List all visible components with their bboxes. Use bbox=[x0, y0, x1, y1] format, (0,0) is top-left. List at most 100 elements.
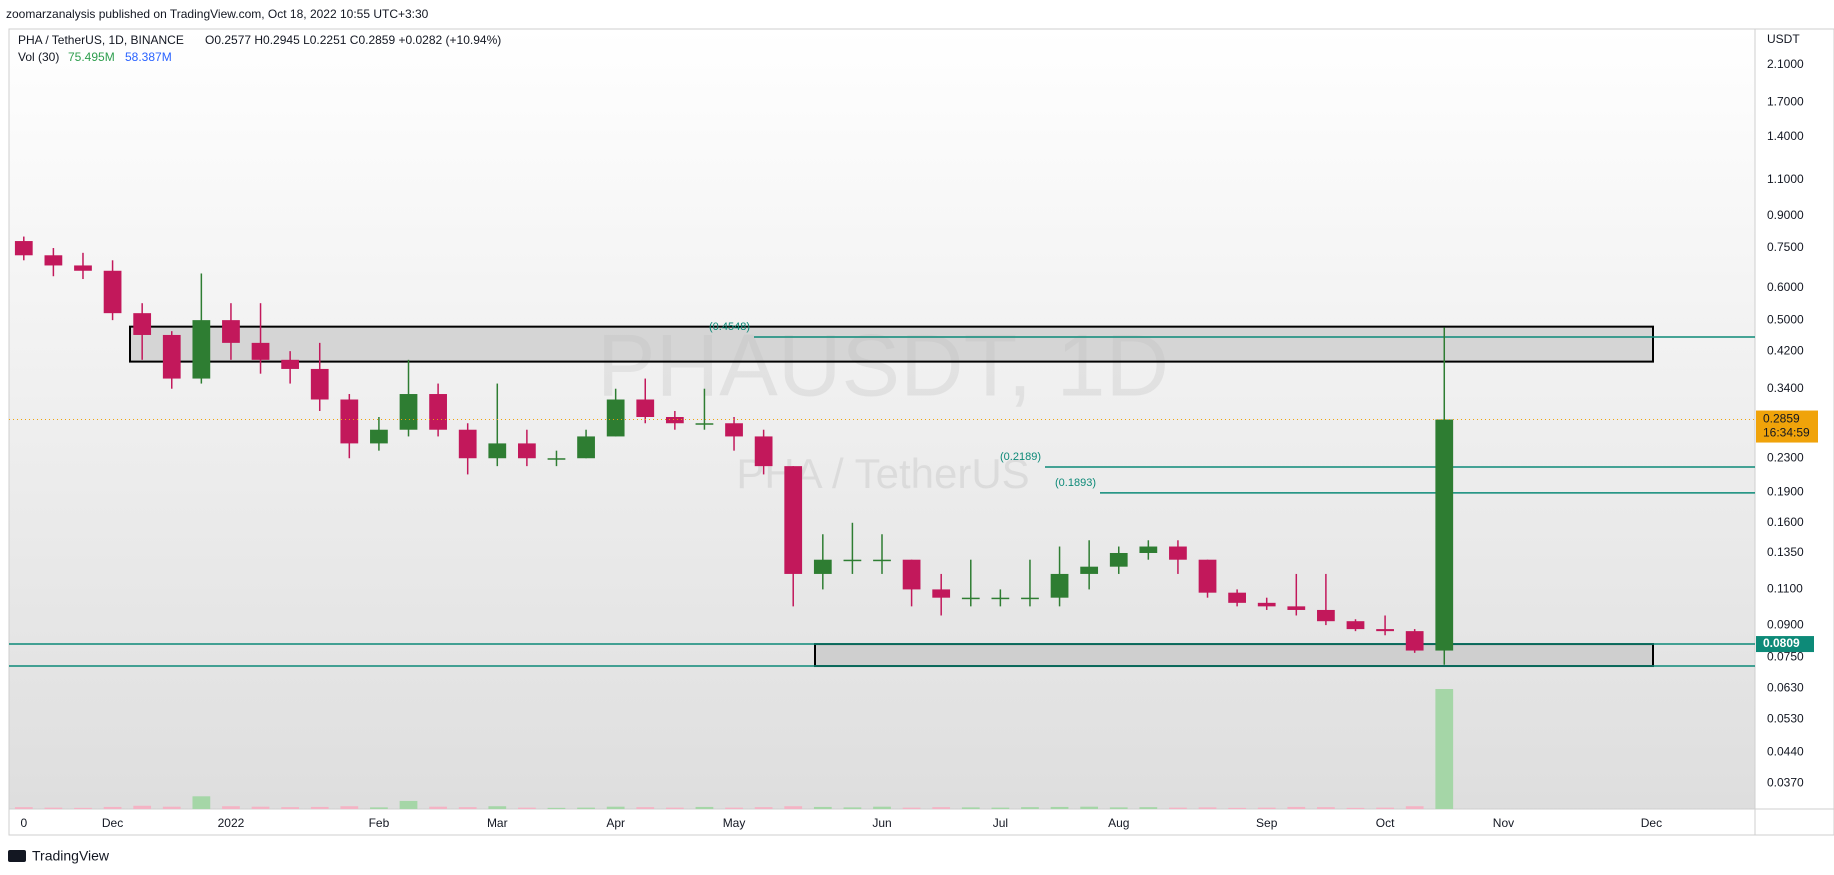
candle-body bbox=[606, 399, 625, 437]
y-tick-label: 0.5000 bbox=[1767, 312, 1804, 326]
candle-body bbox=[932, 589, 951, 598]
level-label: (0.1893) bbox=[1055, 477, 1096, 489]
candle-body bbox=[1287, 606, 1306, 610]
volume-bar bbox=[310, 806, 329, 809]
volume-bar bbox=[725, 807, 743, 809]
volume-bar bbox=[991, 807, 1010, 809]
candle-body bbox=[162, 334, 181, 379]
volume-bar bbox=[518, 807, 536, 809]
candle-body bbox=[665, 417, 684, 424]
x-tick-label: 0 bbox=[20, 816, 27, 830]
volume-bar bbox=[399, 800, 418, 809]
volume-bar bbox=[251, 806, 270, 809]
level-axis-tag bbox=[1756, 636, 1814, 653]
candle-body bbox=[133, 313, 152, 335]
candle-body bbox=[813, 559, 832, 574]
y-tick-label: 2.1000 bbox=[1767, 57, 1804, 71]
volume-bar bbox=[1376, 807, 1394, 809]
candle-body bbox=[488, 443, 507, 459]
y-tick-label: 0.0530 bbox=[1767, 711, 1804, 725]
candle-body bbox=[754, 436, 773, 467]
volume-bar bbox=[14, 807, 33, 809]
volume-bar bbox=[1346, 807, 1365, 809]
volume-legend-average: 58.387M bbox=[125, 50, 172, 64]
volume-bar bbox=[1050, 806, 1069, 809]
y-tick-label: 0.3400 bbox=[1767, 381, 1804, 395]
candle-body bbox=[961, 597, 980, 600]
volume-bar bbox=[1435, 689, 1454, 809]
x-tick-label: Dec bbox=[1641, 816, 1662, 830]
y-tick-label: 0.4200 bbox=[1767, 343, 1804, 357]
candle-body bbox=[310, 368, 329, 400]
countdown: 16:34:59 bbox=[1763, 426, 1810, 440]
volume-bar bbox=[547, 807, 566, 809]
candle-body bbox=[1257, 602, 1276, 607]
zone bbox=[129, 325, 1654, 363]
volume-bar bbox=[784, 806, 803, 809]
x-tick-label: Jun bbox=[872, 816, 891, 830]
candle-body bbox=[1021, 597, 1039, 600]
candle-body bbox=[281, 359, 300, 369]
candle-body bbox=[577, 436, 595, 459]
plot-background bbox=[9, 29, 1755, 809]
plot-layer: (0.4548) (0.2189) (0.1893) bbox=[9, 236, 1755, 809]
watermark-name: PHA / TetherUS bbox=[736, 450, 1029, 497]
volume-bar bbox=[281, 807, 300, 809]
volume-bar bbox=[162, 806, 181, 809]
volume-bar bbox=[636, 807, 655, 809]
volume-bar bbox=[606, 806, 625, 809]
volume-bar bbox=[192, 796, 211, 809]
volume-bar bbox=[44, 807, 63, 809]
candle-body bbox=[429, 394, 447, 430]
brand: TradingView bbox=[32, 848, 110, 864]
candle-body bbox=[74, 265, 92, 271]
volume-bar bbox=[813, 806, 832, 809]
y-tick-label: 1.7000 bbox=[1767, 95, 1804, 109]
candle-body bbox=[636, 399, 655, 418]
volume-legend-name: Vol (30) bbox=[18, 50, 59, 64]
legend-ohlc: O0.2577 H0.2945 L0.2251 C0.2859 +0.0282 … bbox=[205, 33, 501, 47]
level-axis-label: 0.0809 bbox=[1763, 636, 1800, 650]
level-label: (0.2189) bbox=[1000, 451, 1041, 463]
x-tick-label: Apr bbox=[606, 816, 625, 830]
candle-body bbox=[192, 320, 211, 379]
x-tick-label: Aug bbox=[1108, 816, 1129, 830]
candle-body bbox=[784, 466, 803, 574]
volume-bar bbox=[695, 806, 714, 809]
x-tick-label: Dec bbox=[102, 816, 123, 830]
y-tick-label: 0.0440 bbox=[1767, 745, 1804, 759]
x-tick-label: Nov bbox=[1493, 816, 1514, 830]
volume-bar bbox=[1021, 807, 1039, 809]
volume-bar bbox=[1139, 807, 1158, 809]
volume-bar bbox=[1080, 806, 1099, 809]
volume-bar bbox=[133, 805, 152, 809]
volume-bar bbox=[1169, 807, 1187, 809]
candle-body bbox=[873, 559, 891, 562]
candle-body bbox=[1198, 559, 1217, 593]
volume-bar bbox=[1257, 807, 1276, 809]
volume-bar bbox=[902, 807, 921, 809]
y-tick-label: 0.1350 bbox=[1767, 545, 1804, 559]
candle-body bbox=[843, 559, 862, 562]
volume-bar bbox=[754, 807, 773, 809]
legend-symbol: PHA / TetherUS, 1D, BINANCE bbox=[18, 33, 184, 47]
volume-bar bbox=[961, 807, 980, 809]
candle-body bbox=[103, 270, 122, 314]
y-tick-label: 0.2300 bbox=[1767, 450, 1804, 464]
volume-bar bbox=[843, 807, 862, 809]
y-tick-label: 1.1000 bbox=[1767, 172, 1804, 186]
x-tick-label: Mar bbox=[487, 816, 508, 830]
volume-bar bbox=[1198, 807, 1217, 809]
candle-body bbox=[1435, 419, 1454, 651]
candle-body bbox=[1139, 546, 1158, 553]
x-tick-label: Sep bbox=[1256, 816, 1278, 830]
candle-body bbox=[518, 443, 536, 459]
x-tick-label: Oct bbox=[1376, 816, 1395, 830]
volume-bar bbox=[488, 806, 507, 809]
volume-bar bbox=[665, 807, 684, 809]
volume-bar bbox=[1109, 807, 1128, 809]
x-tick-label: May bbox=[723, 816, 746, 830]
brand-logo bbox=[8, 850, 26, 862]
